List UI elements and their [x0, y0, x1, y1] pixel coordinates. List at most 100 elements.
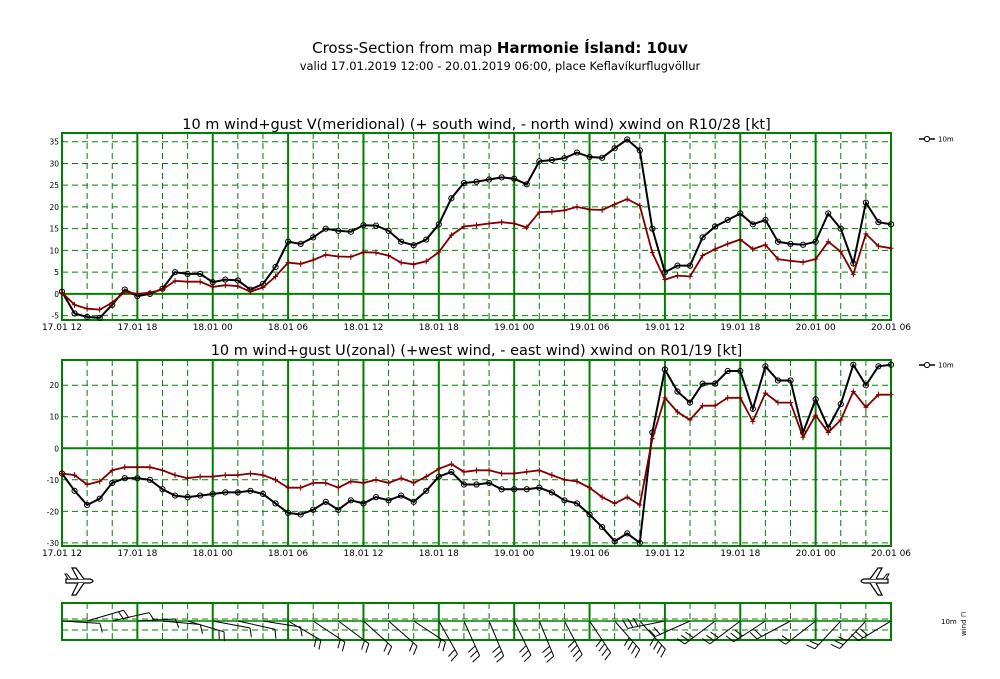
data-point-gust: [348, 478, 354, 485]
barb-feather: [656, 644, 663, 654]
data-point-10m: [548, 156, 555, 164]
barb-feather: [624, 637, 630, 646]
barb-feather: [598, 643, 606, 652]
data-point-gust: [448, 461, 454, 468]
data-point-10m: [611, 538, 618, 545]
data-point-10m: [347, 228, 354, 235]
barb-staff: [187, 620, 225, 633]
legend-label: 10m: [938, 136, 954, 144]
data-point-gust: [172, 472, 178, 479]
data-point-gust: [72, 472, 78, 479]
data-point-10m: [812, 396, 819, 403]
barb-staff: [614, 620, 641, 650]
data-point-gust: [662, 276, 668, 283]
y-tick-label: -30: [47, 539, 59, 548]
data-point-gust: [373, 249, 379, 256]
data-point-gust: [875, 243, 881, 250]
data-point-10m: [523, 181, 530, 188]
data-point-10m: [385, 227, 392, 234]
wind-barb: [589, 620, 612, 661]
data-point-gust: [674, 409, 680, 416]
data-point-gust: [486, 220, 492, 227]
wind-barb: [538, 620, 555, 663]
data-point-gust: [750, 418, 756, 425]
barb-feather: [567, 640, 576, 648]
barb-feather: [249, 627, 252, 638]
plot-frame: [61, 359, 892, 547]
barb-feather: [570, 644, 578, 653]
wind-barb: [187, 620, 225, 642]
data-point-10m: [146, 476, 154, 483]
data-point-gust: [788, 399, 794, 406]
barb-feather: [734, 629, 743, 637]
barb-feather: [494, 650, 502, 658]
data-point-gust: [612, 201, 618, 208]
data-point-10m: [234, 489, 241, 496]
data-point-10m: [699, 234, 706, 241]
data-point-10m: [523, 486, 530, 493]
data-point-10m: [385, 497, 392, 504]
y-tick-label: -10: [47, 476, 59, 485]
data-point-gust: [486, 467, 492, 474]
data-point-10m: [762, 363, 769, 370]
barb-feather: [174, 618, 180, 629]
data-point-gust: [310, 256, 316, 263]
x-tick-label: 19.01 12: [645, 323, 685, 333]
barb-feather: [749, 632, 758, 640]
data-point-10m: [485, 176, 493, 183]
barb-axis-label: wind ⊓: [960, 612, 968, 636]
wind-barb: [850, 620, 892, 642]
data-point-10m: [222, 489, 229, 496]
data-point-gust: [185, 475, 191, 482]
barb-staff: [513, 620, 532, 656]
data-point-10m: [862, 382, 869, 389]
data-point-10m: [875, 219, 882, 226]
data-point-gust: [436, 465, 442, 472]
wind-barb: [513, 620, 532, 663]
data-point-gust: [737, 394, 743, 401]
y-tick-label: 5: [54, 268, 59, 277]
legend-marker: [923, 361, 931, 369]
data-point-gust: [210, 473, 216, 480]
data-point-10m: [184, 494, 191, 501]
x-tick-label: 19.01 00: [494, 549, 534, 559]
barb-feather: [408, 642, 414, 652]
barb-staff: [839, 620, 867, 649]
data-point-10m: [372, 494, 380, 501]
data-point-10m: [259, 490, 267, 498]
barb-feather: [412, 645, 418, 656]
barb-feather: [467, 645, 476, 653]
data-point-10m: [686, 262, 694, 269]
panel-2: -30 -20 -10 0 10 20 17.01 12 17.01 18 18.01 00 18…: [42, 343, 954, 559]
data-point-gust: [97, 306, 103, 313]
data-point-10m: [473, 481, 480, 488]
data-point-10m: [71, 310, 78, 317]
data-point-gust: [725, 240, 731, 247]
airplane-wing: [70, 567, 85, 596]
data-point-10m: [335, 506, 342, 513]
barb-staff: [413, 620, 446, 643]
data-point-gust: [800, 259, 806, 266]
data-point-10m: [84, 313, 91, 321]
data-point-10m: [222, 276, 229, 283]
data-point-gust: [398, 475, 404, 482]
barb-feather: [632, 617, 639, 627]
barb-staff: [287, 620, 322, 641]
data-point-10m: [561, 497, 568, 504]
data-point-gust: [398, 259, 404, 266]
data-point-gust: [712, 402, 718, 409]
data-point-10m: [724, 216, 731, 224]
airplane-tail: [882, 573, 890, 580]
data-point-10m: [837, 401, 844, 408]
data-point-gust: [850, 271, 856, 278]
data-point-gust: [310, 479, 316, 486]
data-point-gust: [838, 416, 844, 423]
data-point-10m: [661, 366, 669, 373]
barb-feather: [274, 629, 277, 639]
barb-staff: [61, 620, 100, 624]
data-point-gust: [700, 402, 706, 409]
y-tick-label: -5: [52, 312, 60, 321]
data-point-gust: [159, 286, 165, 293]
y-tick-label: -20: [47, 507, 59, 516]
data-point-gust: [323, 479, 329, 486]
